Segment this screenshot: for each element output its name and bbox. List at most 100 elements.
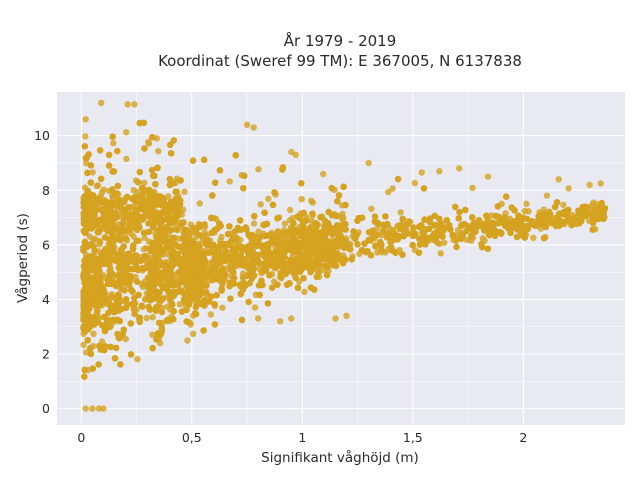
data-point	[196, 200, 203, 207]
data-point	[368, 205, 375, 212]
data-point	[498, 230, 505, 237]
data-point	[123, 129, 130, 136]
data-point	[264, 300, 272, 307]
data-point	[100, 186, 108, 193]
data-point	[165, 316, 172, 323]
data-point	[131, 310, 138, 318]
data-point	[167, 150, 175, 157]
data-point	[184, 337, 191, 344]
data-point	[443, 217, 450, 224]
data-point	[269, 201, 277, 208]
data-point	[213, 292, 220, 299]
data-point	[110, 140, 117, 147]
data-point	[91, 235, 99, 242]
data-point	[454, 226, 462, 234]
data-point	[403, 230, 411, 237]
data-point	[389, 185, 396, 192]
data-point	[432, 221, 439, 229]
data-point	[96, 241, 103, 248]
data-point	[189, 157, 197, 164]
data-point	[245, 298, 252, 306]
data-point	[149, 314, 156, 321]
data-point	[320, 170, 327, 178]
data-point	[218, 233, 225, 241]
data-point	[367, 252, 375, 259]
data-point	[123, 155, 130, 163]
data-point	[114, 147, 121, 155]
data-point	[141, 179, 148, 186]
data-point	[212, 179, 219, 186]
data-point	[186, 230, 194, 237]
data-point	[338, 215, 346, 223]
data-point	[97, 147, 104, 154]
data-point	[298, 196, 305, 203]
data-point	[94, 182, 102, 189]
data-point	[109, 133, 116, 140]
data-point	[201, 229, 208, 236]
data-point	[80, 341, 87, 349]
data-point	[207, 311, 214, 318]
data-point	[207, 259, 214, 266]
data-point	[84, 337, 92, 344]
data-point	[323, 271, 331, 279]
data-point	[226, 178, 233, 185]
data-point	[105, 151, 113, 159]
data-point	[308, 258, 316, 265]
data-point	[241, 172, 248, 179]
data-point	[371, 213, 379, 220]
data-point	[250, 220, 258, 227]
data-point	[219, 304, 226, 311]
data-point	[93, 309, 101, 316]
data-point	[560, 201, 567, 209]
data-point	[211, 301, 218, 308]
data-point	[437, 250, 444, 257]
data-point	[181, 188, 188, 195]
data-point	[82, 349, 90, 356]
data-point	[114, 182, 122, 190]
data-point	[138, 281, 145, 288]
data-point	[213, 215, 220, 223]
data-point	[189, 330, 197, 337]
data-point	[81, 373, 88, 380]
data-point	[102, 219, 109, 227]
data-point	[279, 164, 287, 171]
data-point	[339, 210, 346, 217]
data-point	[523, 200, 530, 207]
data-point	[174, 250, 182, 258]
data-point	[281, 220, 288, 227]
data-points	[80, 99, 609, 412]
data-point	[89, 169, 96, 176]
data-point	[298, 180, 305, 187]
data-point	[170, 315, 177, 323]
data-point	[139, 184, 146, 192]
data-point	[436, 240, 443, 248]
data-point	[176, 301, 183, 308]
data-point	[87, 162, 95, 169]
data-point	[540, 234, 548, 242]
data-point	[255, 166, 262, 173]
data-point	[82, 133, 89, 140]
data-point	[286, 206, 294, 214]
data-point	[101, 327, 109, 335]
data-point	[251, 304, 259, 311]
data-point	[145, 220, 152, 227]
data-point	[90, 330, 97, 337]
data-point	[301, 288, 308, 295]
data-point	[86, 233, 93, 240]
data-point	[348, 256, 355, 263]
data-point	[530, 234, 537, 241]
data-point	[134, 356, 141, 363]
data-point	[469, 184, 476, 191]
data-point	[145, 140, 153, 147]
data-point	[521, 207, 528, 215]
data-point	[385, 188, 392, 196]
data-point	[99, 322, 106, 329]
data-point	[122, 235, 129, 242]
data-point	[130, 187, 137, 194]
data-point	[462, 206, 469, 214]
data-point	[543, 192, 551, 199]
data-point	[426, 225, 433, 232]
data-point	[149, 331, 156, 338]
